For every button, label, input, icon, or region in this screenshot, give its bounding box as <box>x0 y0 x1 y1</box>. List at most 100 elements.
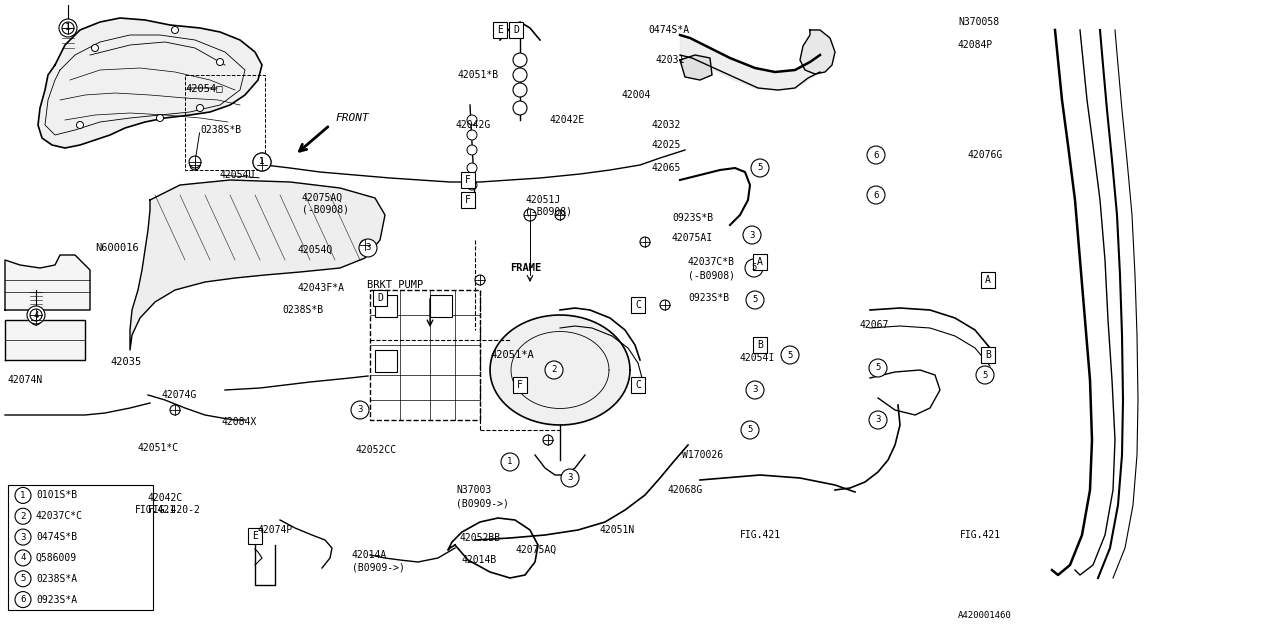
Text: A: A <box>986 275 991 285</box>
Text: 42004: 42004 <box>622 90 652 100</box>
Circle shape <box>869 411 887 429</box>
Text: 3: 3 <box>749 230 755 239</box>
Text: 42051*B: 42051*B <box>458 70 499 80</box>
Text: 0474S*A: 0474S*A <box>648 25 689 35</box>
Text: (B0909->): (B0909->) <box>456 498 509 508</box>
Text: 3: 3 <box>753 385 758 394</box>
Circle shape <box>513 68 527 82</box>
Text: 42054I: 42054I <box>740 353 776 363</box>
Text: (-B0908): (-B0908) <box>689 270 735 280</box>
Circle shape <box>741 421 759 439</box>
Text: W170026: W170026 <box>682 450 723 460</box>
Text: (-B0908): (-B0908) <box>525 207 572 217</box>
Text: 3: 3 <box>365 243 371 253</box>
Text: 5: 5 <box>787 351 792 360</box>
Text: 42037C*B: 42037C*B <box>689 257 735 267</box>
Text: D: D <box>378 293 383 303</box>
FancyBboxPatch shape <box>980 272 995 288</box>
Text: FIG.420-2: FIG.420-2 <box>148 505 201 515</box>
Polygon shape <box>131 180 385 350</box>
Circle shape <box>561 469 579 487</box>
Text: F: F <box>517 380 524 390</box>
Text: Q586009: Q586009 <box>36 553 77 563</box>
FancyBboxPatch shape <box>631 377 645 393</box>
Circle shape <box>467 163 477 173</box>
Text: 42054□: 42054□ <box>186 83 223 93</box>
Text: B: B <box>756 340 763 350</box>
FancyBboxPatch shape <box>8 485 154 610</box>
Circle shape <box>543 435 553 445</box>
Text: 42051N: 42051N <box>600 525 635 535</box>
Text: 5: 5 <box>982 371 988 380</box>
Circle shape <box>15 488 31 504</box>
Text: FRONT: FRONT <box>335 113 369 123</box>
Circle shape <box>751 159 769 177</box>
FancyBboxPatch shape <box>631 297 645 313</box>
Circle shape <box>197 104 204 111</box>
Circle shape <box>91 45 99 51</box>
Text: F: F <box>465 175 471 185</box>
Text: 4: 4 <box>20 554 26 563</box>
Circle shape <box>257 160 268 170</box>
Text: FIG.421: FIG.421 <box>740 530 781 540</box>
Circle shape <box>513 83 527 97</box>
Circle shape <box>29 309 42 321</box>
Polygon shape <box>490 315 630 425</box>
Circle shape <box>77 122 83 129</box>
Circle shape <box>742 226 762 244</box>
Circle shape <box>15 529 31 545</box>
Text: 42025: 42025 <box>652 140 681 150</box>
Text: 1: 1 <box>20 491 26 500</box>
Text: 5: 5 <box>20 574 26 583</box>
Text: 42074P: 42074P <box>259 525 293 535</box>
Text: 42042G: 42042G <box>454 120 490 130</box>
Circle shape <box>977 366 995 384</box>
Circle shape <box>513 101 527 115</box>
Text: 42051J: 42051J <box>525 195 561 205</box>
Text: 42074N: 42074N <box>8 375 44 385</box>
Text: (-B0908): (-B0908) <box>302 205 349 215</box>
Text: 42065: 42065 <box>652 163 681 173</box>
FancyBboxPatch shape <box>513 377 527 393</box>
Text: (B0909->): (B0909->) <box>352 562 404 572</box>
Circle shape <box>513 53 527 67</box>
Circle shape <box>781 346 799 364</box>
Circle shape <box>524 209 536 221</box>
Polygon shape <box>5 320 84 360</box>
Circle shape <box>189 156 201 168</box>
Circle shape <box>61 22 74 34</box>
Text: 5: 5 <box>748 426 753 435</box>
Text: F: F <box>465 195 471 205</box>
Text: 0238S*B: 0238S*B <box>282 305 323 315</box>
Text: 1: 1 <box>260 157 265 166</box>
Circle shape <box>556 210 564 220</box>
FancyBboxPatch shape <box>375 295 397 317</box>
Text: 42014B: 42014B <box>462 555 497 565</box>
Circle shape <box>15 550 31 566</box>
Circle shape <box>31 315 41 325</box>
Text: 2: 2 <box>20 512 26 521</box>
Text: 5: 5 <box>753 296 758 305</box>
FancyBboxPatch shape <box>248 528 262 544</box>
Text: 42084X: 42084X <box>221 417 257 427</box>
Text: 42084P: 42084P <box>957 40 993 50</box>
Circle shape <box>640 237 650 247</box>
Text: 42054U: 42054U <box>220 170 255 180</box>
Circle shape <box>360 240 370 250</box>
Circle shape <box>475 275 485 285</box>
Text: 0923S*A: 0923S*A <box>36 595 77 605</box>
Text: 42052BB: 42052BB <box>460 533 502 543</box>
Circle shape <box>467 145 477 155</box>
Text: FIG.421: FIG.421 <box>960 530 1001 540</box>
Text: 3: 3 <box>567 474 572 483</box>
Text: 42037C*C: 42037C*C <box>36 511 83 521</box>
Text: C: C <box>635 380 641 390</box>
Circle shape <box>253 153 271 171</box>
Circle shape <box>59 19 77 37</box>
Circle shape <box>467 180 477 190</box>
Text: 6: 6 <box>873 191 878 200</box>
Text: 42031: 42031 <box>655 55 685 65</box>
Circle shape <box>467 130 477 140</box>
Text: E: E <box>497 25 503 35</box>
Circle shape <box>15 591 31 607</box>
